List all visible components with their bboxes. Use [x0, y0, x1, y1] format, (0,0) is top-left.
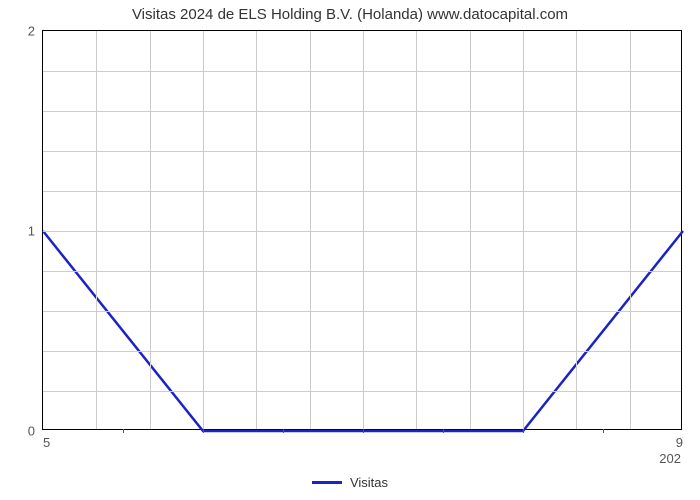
grid-line-horizontal — [43, 151, 681, 152]
grid-line-vertical — [470, 31, 471, 429]
grid-line-horizontal — [43, 271, 681, 272]
x-minor-tick — [203, 429, 204, 433]
x-minor-tick — [283, 429, 284, 433]
y-tick-label: 2 — [28, 24, 43, 39]
grid-line-vertical — [630, 31, 631, 429]
grid-line-horizontal — [43, 71, 681, 72]
grid-line-vertical — [363, 31, 364, 429]
legend: Visitas — [0, 475, 700, 490]
grid-line-vertical — [416, 31, 417, 429]
x-minor-tick — [523, 429, 524, 433]
x-minor-tick — [123, 429, 124, 433]
x-minor-tick — [363, 429, 364, 433]
grid-line-horizontal — [43, 111, 681, 112]
grid-line-horizontal — [43, 311, 681, 312]
legend-swatch — [312, 481, 342, 484]
grid-line-vertical — [150, 31, 151, 429]
y-tick-label: 0 — [28, 424, 43, 439]
chart-title: Visitas 2024 de ELS Holding B.V. (Holand… — [0, 6, 700, 23]
grid-line-vertical — [96, 31, 97, 429]
x-minor-tick — [603, 429, 604, 433]
plot-area: 01259202 — [42, 30, 682, 430]
legend-label: Visitas — [350, 475, 388, 490]
grid-line-horizontal — [43, 231, 681, 232]
grid-line-horizontal — [43, 391, 681, 392]
grid-line-horizontal — [43, 351, 681, 352]
grid-line-vertical — [523, 31, 524, 429]
x-minor-tick — [443, 429, 444, 433]
x-tick-label: 5 — [43, 429, 50, 450]
grid-line-vertical — [310, 31, 311, 429]
grid-line-horizontal — [43, 191, 681, 192]
grid-line-vertical — [256, 31, 257, 429]
grid-line-vertical — [576, 31, 577, 429]
chart-container: Visitas 2024 de ELS Holding B.V. (Holand… — [0, 0, 700, 500]
x-axis-extra-label: 202 — [659, 429, 681, 466]
y-tick-label: 1 — [28, 224, 43, 239]
grid-line-vertical — [203, 31, 204, 429]
